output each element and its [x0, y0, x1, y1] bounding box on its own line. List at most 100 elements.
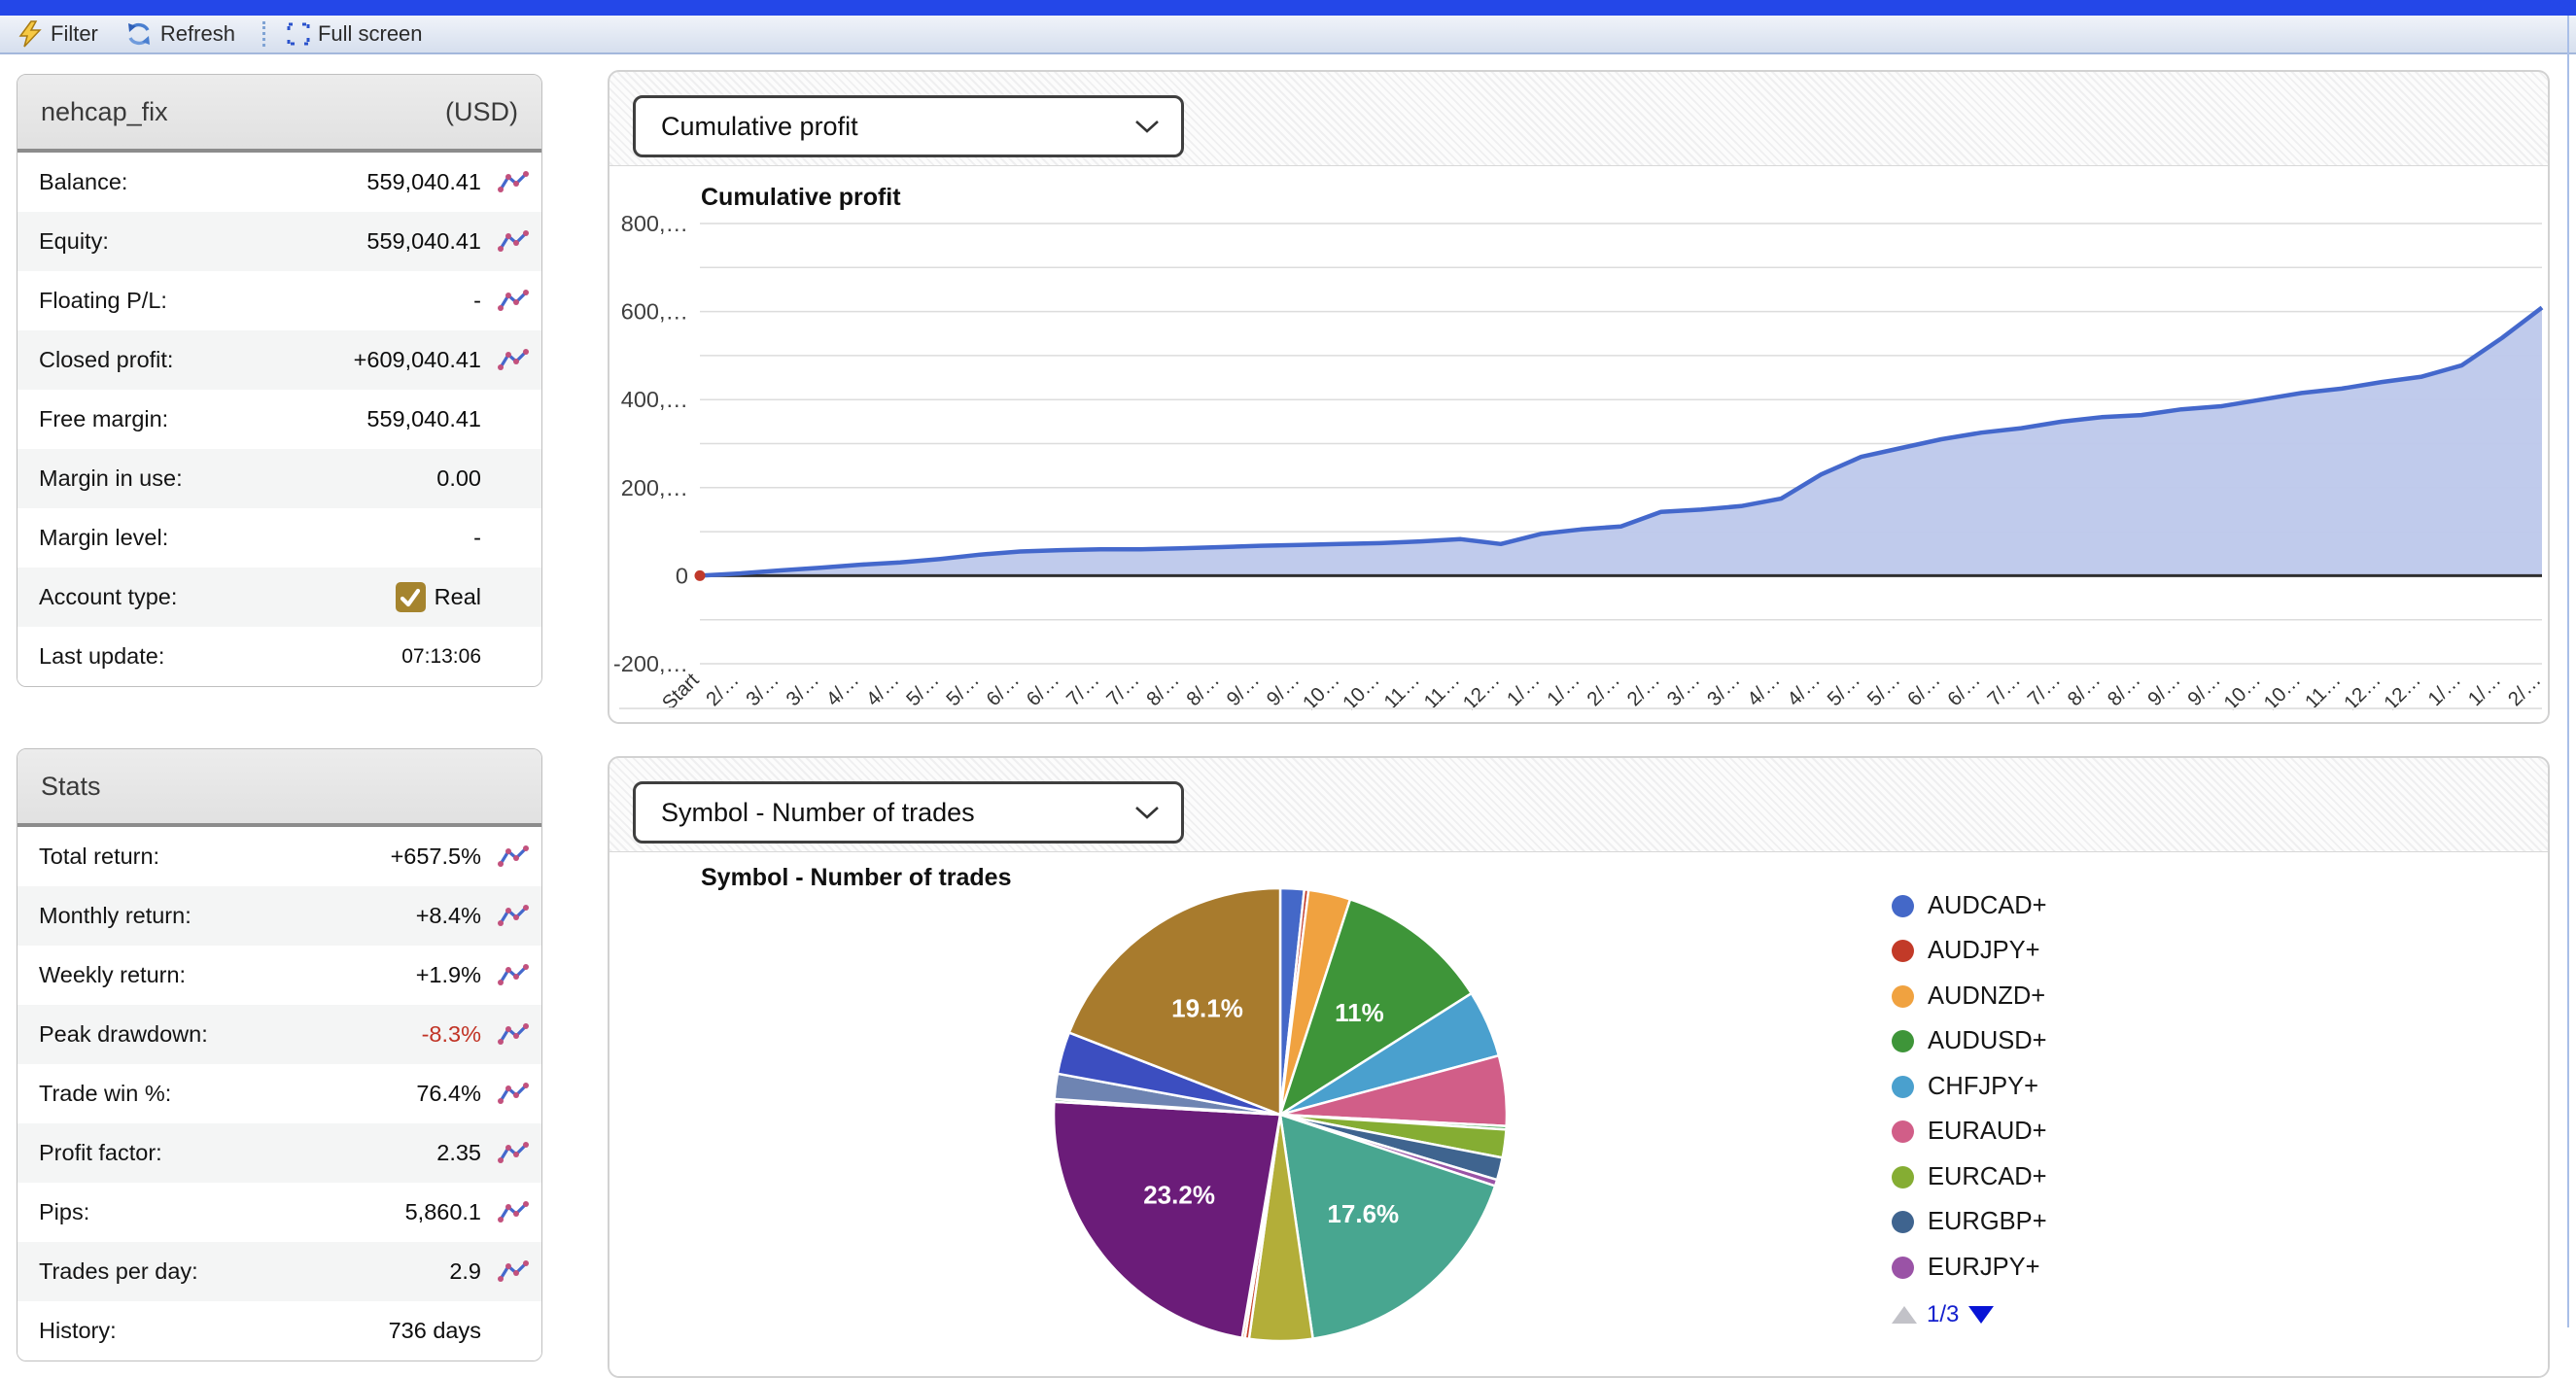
svg-text:1/…: 1/… — [1503, 669, 1545, 710]
svg-text:800,…: 800,… — [621, 211, 688, 236]
table-row: Weekly return: +1.9% — [17, 946, 541, 1005]
row-icon-box — [481, 903, 530, 929]
row-value: +657.5% — [390, 844, 481, 869]
mini-line-chart-icon[interactable] — [498, 228, 530, 255]
row-label: History: — [39, 1318, 117, 1343]
row-value: 559,040.41 — [366, 406, 481, 431]
mini-line-chart-icon[interactable] — [498, 1021, 530, 1048]
row-value-group: 76.4% — [416, 1081, 481, 1107]
legend-page-indicator: 1/3 — [1927, 1301, 1960, 1327]
table-row: Profit factor: 2.35 — [17, 1123, 541, 1183]
svg-text:9/…: 9/… — [2183, 669, 2225, 710]
svg-text:5/…: 5/… — [902, 669, 944, 710]
row-label: Trades per day: — [39, 1258, 198, 1284]
mini-line-chart-icon[interactable] — [498, 169, 530, 195]
lightning-icon — [18, 20, 42, 48]
legend-color-dot-icon — [1892, 1211, 1914, 1234]
table-row: Equity: 559,040.41 — [17, 212, 541, 271]
mini-line-chart-icon[interactable] — [498, 1199, 530, 1225]
symbol-trades-pie-chart: 11% 17.6% 23.2% 19.1% — [1052, 886, 1509, 1343]
row-value-group: 559,040.41 — [366, 169, 481, 195]
svg-text:7/…: 7/… — [1983, 669, 2025, 710]
mini-line-chart-icon[interactable] — [498, 1081, 530, 1107]
row-label: Profit factor: — [39, 1140, 162, 1165]
mini-line-chart-icon[interactable] — [498, 962, 530, 988]
row-icon-box — [481, 1140, 530, 1166]
mini-line-chart-icon[interactable] — [498, 347, 530, 373]
symbol-chart-title: Symbol - Number of trades — [701, 864, 1012, 891]
svg-text:7/…: 7/… — [2023, 669, 2065, 710]
refresh-button[interactable]: Refresh — [125, 20, 235, 48]
row-icon-box — [481, 228, 530, 255]
row-value: +1.9% — [415, 962, 481, 987]
svg-text:6/…: 6/… — [1022, 669, 1063, 710]
mini-line-chart-icon[interactable] — [498, 1258, 530, 1285]
row-value-group: 559,040.41 — [366, 406, 481, 432]
svg-text:600,…: 600,… — [621, 299, 688, 325]
svg-text:9/…: 9/… — [1222, 669, 1264, 710]
row-label: Peak drawdown: — [39, 1021, 208, 1047]
row-value: 2.35 — [436, 1140, 481, 1165]
legend-label: AUDUSD+ — [1928, 1027, 2047, 1055]
table-row: Margin in use: 0.00 — [17, 449, 541, 508]
legend-color-dot-icon — [1892, 940, 1914, 963]
legend-color-dot-icon — [1892, 894, 1914, 917]
svg-text:2/…: 2/… — [1583, 669, 1624, 710]
svg-text:2/…: 2/… — [1622, 669, 1664, 710]
svg-text:3/…: 3/… — [1663, 669, 1705, 710]
row-value-group: 2.9 — [449, 1258, 481, 1285]
row-value-group: 2.35 — [436, 1140, 481, 1166]
svg-text:11…: 11… — [1379, 669, 1424, 713]
svg-text:1/…: 1/… — [2463, 669, 2505, 710]
legend-color-dot-icon — [1892, 1120, 1914, 1144]
fullscreen-button[interactable]: Full screen — [287, 21, 423, 47]
row-value-group: -8.3% — [422, 1021, 481, 1048]
legend-next-page-button[interactable] — [1968, 1306, 1995, 1324]
circular-arrows-icon — [127, 22, 150, 46]
filter-button[interactable]: Filter — [17, 20, 98, 48]
mini-line-chart-icon[interactable] — [498, 844, 530, 870]
svg-text:6/…: 6/… — [982, 669, 1024, 710]
row-value-group: 0.00 — [436, 465, 481, 492]
legend-prev-page-button[interactable] — [1892, 1306, 1917, 1324]
symbol-chart-area: Symbol - Number of trades 11% 17.6% 23.2% 1… — [609, 851, 2548, 1376]
svg-text:11%: 11% — [1335, 998, 1384, 1027]
legend-item: CHFJPY+ — [1892, 1064, 2047, 1110]
table-row: Total return: +657.5% — [17, 827, 541, 886]
svg-text:3/…: 3/… — [782, 669, 823, 710]
mini-line-chart-icon[interactable] — [498, 288, 530, 314]
row-value-group: +657.5% — [391, 844, 481, 870]
row-value: 0.00 — [436, 465, 481, 491]
mini-line-chart-icon[interactable] — [498, 1140, 530, 1166]
scrollbar-track[interactable] — [2567, 16, 2569, 1327]
row-icon-box — [481, 1258, 530, 1285]
row-label: Monthly return: — [39, 903, 191, 928]
svg-text:6/…: 6/… — [1903, 669, 1945, 710]
legend-item: AUDJPY+ — [1892, 929, 2047, 975]
svg-text:3/…: 3/… — [742, 669, 783, 710]
refresh-label: Refresh — [159, 21, 235, 46]
table-row: Trades per day: 2.9 — [17, 1242, 541, 1301]
svg-text:17.6%: 17.6% — [1327, 1199, 1399, 1228]
row-value-group: - — [473, 525, 481, 551]
account-panel-header: nehcap_fix (USD) — [17, 75, 541, 153]
svg-text:8/…: 8/… — [1142, 669, 1184, 710]
legend-label: AUDNZD+ — [1928, 982, 2046, 1010]
svg-text:8/…: 8/… — [1182, 669, 1224, 710]
cumulative-chart-title: Cumulative profit — [701, 184, 901, 211]
svg-text:9/…: 9/… — [2143, 669, 2185, 710]
svg-text:5/…: 5/… — [1863, 669, 1905, 710]
symbol-chart-type-value: Symbol - Number of trades — [661, 797, 975, 827]
legend-item: AUDNZD+ — [1892, 974, 2047, 1019]
symbol-chart-type-select[interactable]: Symbol - Number of trades — [633, 781, 1184, 844]
row-icon-box — [481, 288, 530, 314]
stats-panel-header: Stats — [17, 749, 541, 827]
cumulative-chart-type-select[interactable]: Cumulative profit — [633, 95, 1184, 157]
account-type-checkbox[interactable] — [395, 582, 426, 612]
mini-line-chart-icon[interactable] — [498, 903, 530, 929]
svg-text:4/…: 4/… — [1783, 669, 1825, 710]
legend-label: EURJPY+ — [1928, 1253, 2040, 1281]
svg-text:4/…: 4/… — [862, 669, 904, 710]
row-value-group: 736 days — [389, 1318, 481, 1344]
row-value-group: 559,040.41 — [366, 228, 481, 255]
